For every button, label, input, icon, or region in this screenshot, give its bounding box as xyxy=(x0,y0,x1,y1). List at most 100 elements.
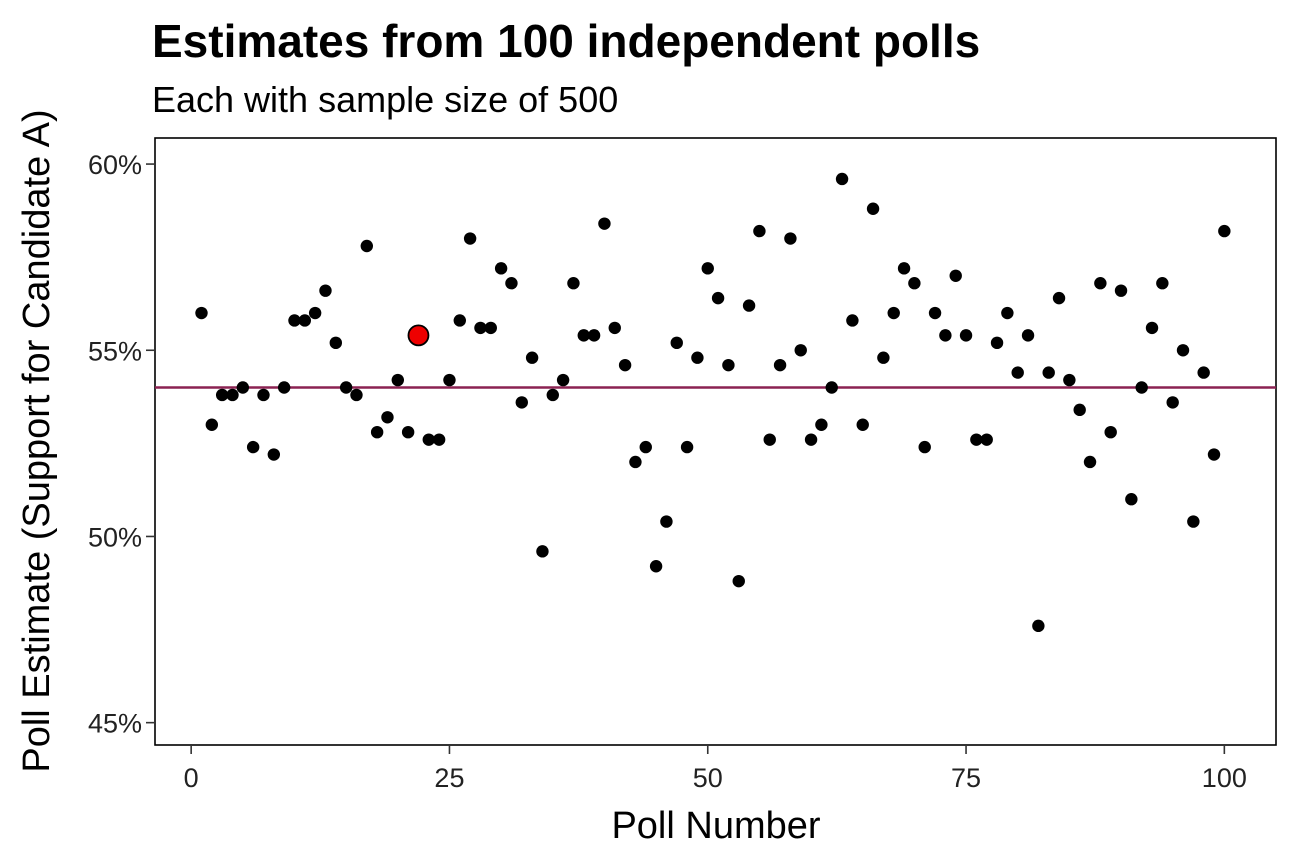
x-tick-label: 100 xyxy=(1202,763,1247,793)
data-point xyxy=(360,239,374,253)
data-point xyxy=(556,373,570,387)
data-point xyxy=(629,455,642,469)
chart-subtitle: Each with sample size of 500 xyxy=(152,79,618,120)
data-point xyxy=(195,306,208,320)
data-point xyxy=(639,440,652,454)
data-point xyxy=(794,344,807,357)
data-point xyxy=(918,440,931,454)
data-point xyxy=(1197,366,1210,379)
data-point xyxy=(1052,291,1066,305)
data-point xyxy=(670,336,683,350)
data-point xyxy=(722,358,735,372)
plot-panel xyxy=(154,137,1277,746)
data-point xyxy=(815,418,828,431)
data-point xyxy=(835,172,849,186)
y-tick-label: 50% xyxy=(88,522,142,552)
data-point xyxy=(1001,306,1014,320)
x-tick-label: 25 xyxy=(434,763,464,793)
data-point xyxy=(990,336,1004,350)
data-point xyxy=(959,329,973,342)
data-point xyxy=(660,515,673,528)
highlighted-point xyxy=(407,324,430,347)
data-point xyxy=(1207,448,1221,461)
y-tick-label: 45% xyxy=(88,709,142,739)
data-point xyxy=(1135,381,1148,394)
data-point xyxy=(649,560,663,573)
data-point xyxy=(1166,396,1179,409)
data-point xyxy=(525,351,539,364)
data-point xyxy=(515,396,528,409)
y-axis-ticks: 60% 55% 50% 45% xyxy=(88,150,155,739)
data-point xyxy=(391,373,404,387)
data-point xyxy=(980,433,993,446)
data-point xyxy=(773,358,787,372)
data-point xyxy=(949,269,962,282)
data-point xyxy=(897,262,911,275)
data-point xyxy=(1032,619,1045,633)
data-point xyxy=(443,373,456,387)
data-point xyxy=(267,448,281,461)
y-tick-label: 60% xyxy=(88,150,142,180)
data-point xyxy=(680,440,694,454)
data-point xyxy=(753,224,766,238)
data-point xyxy=(939,329,952,342)
data-point xyxy=(1114,284,1128,297)
data-point xyxy=(784,232,797,245)
data-point xyxy=(1176,344,1190,357)
data-point xyxy=(587,329,601,342)
data-point xyxy=(205,418,219,431)
data-point xyxy=(505,277,518,290)
data-point xyxy=(970,433,983,446)
data-point xyxy=(546,388,559,402)
data-point xyxy=(453,314,466,327)
data-point xyxy=(484,321,497,335)
data-point xyxy=(1094,277,1107,290)
data-point xyxy=(494,262,508,275)
data-point xyxy=(1125,493,1138,506)
data-point xyxy=(1156,277,1169,290)
x-tick-label: 75 xyxy=(951,763,981,793)
x-tick-label: 0 xyxy=(184,763,199,793)
data-point xyxy=(618,358,632,372)
y-tick-label: 55% xyxy=(88,336,142,366)
data-point xyxy=(711,291,725,305)
data-point xyxy=(401,425,415,439)
highlight-layer xyxy=(407,324,430,347)
data-point xyxy=(804,433,818,446)
data-point xyxy=(1063,373,1076,387)
data-point xyxy=(236,381,250,394)
x-axis-label: Poll Number xyxy=(611,805,820,847)
data-point xyxy=(463,232,477,245)
data-point xyxy=(329,336,343,350)
data-point xyxy=(339,381,353,394)
data-point xyxy=(474,321,487,335)
data-point xyxy=(277,381,291,394)
data-point xyxy=(370,425,384,439)
data-point xyxy=(825,381,838,394)
data-point xyxy=(1083,455,1097,469)
data-point xyxy=(701,262,714,275)
data-point xyxy=(350,388,363,402)
data-point xyxy=(928,306,942,320)
data-point xyxy=(742,299,756,312)
data-point xyxy=(908,277,921,290)
data-point xyxy=(422,433,435,446)
data-point xyxy=(1021,329,1035,342)
data-point xyxy=(288,314,301,327)
data-point xyxy=(763,433,776,446)
data-point xyxy=(732,574,745,588)
data-point xyxy=(887,306,900,320)
data-point xyxy=(319,284,332,297)
data-point xyxy=(1145,321,1159,335)
data-point xyxy=(567,277,580,290)
data-point xyxy=(432,433,446,446)
x-axis-ticks: 0 25 50 75 100 xyxy=(184,745,1247,793)
data-point xyxy=(877,351,890,364)
data-point xyxy=(598,217,611,230)
data-point xyxy=(308,306,322,320)
data-point xyxy=(215,388,229,402)
data-point xyxy=(608,321,621,335)
data-point xyxy=(1187,515,1200,528)
data-point xyxy=(298,314,312,327)
